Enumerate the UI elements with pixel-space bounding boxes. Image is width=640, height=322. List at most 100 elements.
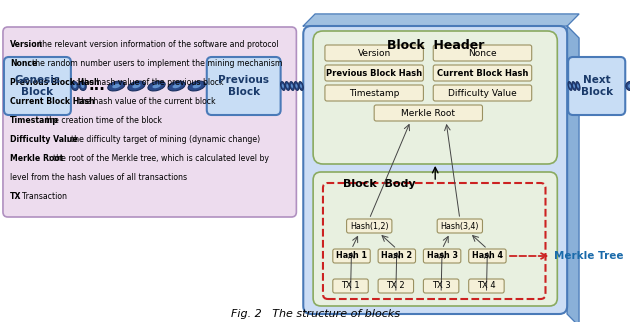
FancyBboxPatch shape bbox=[433, 45, 532, 61]
Text: Hash(1,2): Hash(1,2) bbox=[350, 222, 388, 231]
Ellipse shape bbox=[73, 84, 77, 88]
FancyBboxPatch shape bbox=[333, 249, 370, 263]
Ellipse shape bbox=[299, 81, 303, 90]
FancyBboxPatch shape bbox=[468, 279, 504, 293]
Text: : the creation time of the block: : the creation time of the block bbox=[42, 116, 163, 125]
Text: Nonce: Nonce bbox=[468, 49, 497, 58]
Text: : the hash value of the current block: : the hash value of the current block bbox=[73, 97, 216, 106]
Text: TX 2: TX 2 bbox=[387, 281, 405, 290]
Ellipse shape bbox=[193, 84, 201, 88]
Polygon shape bbox=[303, 14, 579, 26]
FancyBboxPatch shape bbox=[433, 85, 532, 101]
FancyBboxPatch shape bbox=[424, 249, 461, 263]
Ellipse shape bbox=[112, 84, 120, 88]
Text: Block  Body: Block Body bbox=[342, 179, 415, 189]
Ellipse shape bbox=[576, 82, 580, 90]
Ellipse shape bbox=[285, 81, 290, 90]
Ellipse shape bbox=[286, 84, 289, 88]
Ellipse shape bbox=[282, 84, 284, 88]
Ellipse shape bbox=[626, 81, 634, 90]
Text: level from the hash values of all transactions: level from the hash values of all transa… bbox=[10, 173, 187, 182]
Text: Timestamp: Timestamp bbox=[10, 116, 59, 125]
Text: Difficulty Value: Difficulty Value bbox=[10, 135, 77, 144]
Text: Previous Block Hash: Previous Block Hash bbox=[326, 69, 422, 78]
Ellipse shape bbox=[79, 81, 86, 90]
Ellipse shape bbox=[572, 82, 576, 90]
Text: Hash 4: Hash 4 bbox=[472, 251, 503, 260]
FancyBboxPatch shape bbox=[325, 45, 424, 61]
Ellipse shape bbox=[81, 84, 84, 88]
Text: Hash 3: Hash 3 bbox=[427, 251, 458, 260]
Ellipse shape bbox=[577, 84, 579, 88]
Ellipse shape bbox=[281, 81, 285, 90]
FancyBboxPatch shape bbox=[568, 57, 625, 115]
Text: : the root of the Merkle tree, which is calculated level by: : the root of the Merkle tree, which is … bbox=[48, 154, 269, 163]
Text: Genesis
Block: Genesis Block bbox=[15, 75, 60, 97]
Ellipse shape bbox=[569, 84, 571, 88]
FancyBboxPatch shape bbox=[347, 219, 392, 233]
FancyBboxPatch shape bbox=[333, 279, 368, 293]
FancyBboxPatch shape bbox=[313, 31, 557, 164]
FancyBboxPatch shape bbox=[424, 279, 459, 293]
FancyBboxPatch shape bbox=[378, 249, 415, 263]
Text: TX 1: TX 1 bbox=[341, 281, 360, 290]
FancyBboxPatch shape bbox=[207, 57, 280, 115]
Text: Hash(3,4): Hash(3,4) bbox=[440, 222, 479, 231]
Text: Merkle Root: Merkle Root bbox=[10, 154, 63, 163]
Text: : the difficulty target of mining (dynamic change): : the difficulty target of mining (dynam… bbox=[66, 135, 260, 144]
Text: : Transaction: : Transaction bbox=[17, 192, 67, 201]
Text: Fig. 2   The structure of blocks: Fig. 2 The structure of blocks bbox=[230, 309, 399, 319]
Text: Previous
Block: Previous Block bbox=[218, 75, 269, 97]
Text: Merkle Root: Merkle Root bbox=[401, 109, 455, 118]
Text: Merkle Tree: Merkle Tree bbox=[554, 251, 624, 261]
Ellipse shape bbox=[188, 81, 205, 91]
Ellipse shape bbox=[152, 84, 161, 88]
Text: Block  Header: Block Header bbox=[387, 39, 484, 52]
Ellipse shape bbox=[173, 84, 180, 88]
Text: Previous Block Hash: Previous Block Hash bbox=[10, 78, 99, 87]
FancyBboxPatch shape bbox=[325, 85, 424, 101]
FancyBboxPatch shape bbox=[468, 249, 506, 263]
Ellipse shape bbox=[148, 81, 165, 91]
Ellipse shape bbox=[296, 84, 298, 88]
Text: Hash 1: Hash 1 bbox=[336, 251, 367, 260]
FancyBboxPatch shape bbox=[303, 26, 567, 314]
Ellipse shape bbox=[71, 81, 78, 90]
Text: TX 4: TX 4 bbox=[477, 281, 496, 290]
Text: Nonce: Nonce bbox=[10, 59, 37, 68]
FancyBboxPatch shape bbox=[313, 172, 557, 306]
Text: Difficulty Value: Difficulty Value bbox=[448, 89, 517, 98]
Text: TX 3: TX 3 bbox=[432, 281, 451, 290]
Text: Current Block Hash: Current Block Hash bbox=[10, 97, 95, 106]
Ellipse shape bbox=[108, 81, 125, 91]
FancyBboxPatch shape bbox=[437, 219, 483, 233]
Text: : the relevant version information of the software and protocol: : the relevant version information of th… bbox=[35, 40, 279, 49]
Ellipse shape bbox=[128, 81, 145, 91]
Ellipse shape bbox=[132, 84, 141, 88]
FancyBboxPatch shape bbox=[374, 105, 483, 121]
FancyBboxPatch shape bbox=[325, 65, 424, 81]
Text: Next
Block: Next Block bbox=[580, 75, 612, 97]
Text: Version: Version bbox=[10, 40, 43, 49]
Ellipse shape bbox=[290, 81, 294, 90]
FancyBboxPatch shape bbox=[4, 57, 71, 115]
Text: ...: ... bbox=[88, 78, 105, 92]
Ellipse shape bbox=[636, 81, 640, 90]
Text: Timestamp: Timestamp bbox=[349, 89, 399, 98]
Text: : the random number users to implement the mining mechanism: : the random number users to implement t… bbox=[28, 59, 283, 68]
Ellipse shape bbox=[638, 84, 640, 88]
Text: TX: TX bbox=[10, 192, 21, 201]
Ellipse shape bbox=[294, 81, 299, 90]
Ellipse shape bbox=[628, 84, 632, 88]
Text: Version: Version bbox=[358, 49, 391, 58]
Ellipse shape bbox=[300, 84, 302, 88]
FancyBboxPatch shape bbox=[378, 279, 413, 293]
Text: : the hash value of the previous block: : the hash value of the previous block bbox=[76, 78, 224, 87]
Text: Hash 2: Hash 2 bbox=[381, 251, 412, 260]
Ellipse shape bbox=[291, 84, 293, 88]
FancyBboxPatch shape bbox=[3, 27, 296, 217]
Ellipse shape bbox=[573, 84, 575, 88]
Text: Current Block Hash: Current Block Hash bbox=[436, 69, 528, 78]
Polygon shape bbox=[567, 26, 579, 322]
Ellipse shape bbox=[568, 82, 572, 90]
